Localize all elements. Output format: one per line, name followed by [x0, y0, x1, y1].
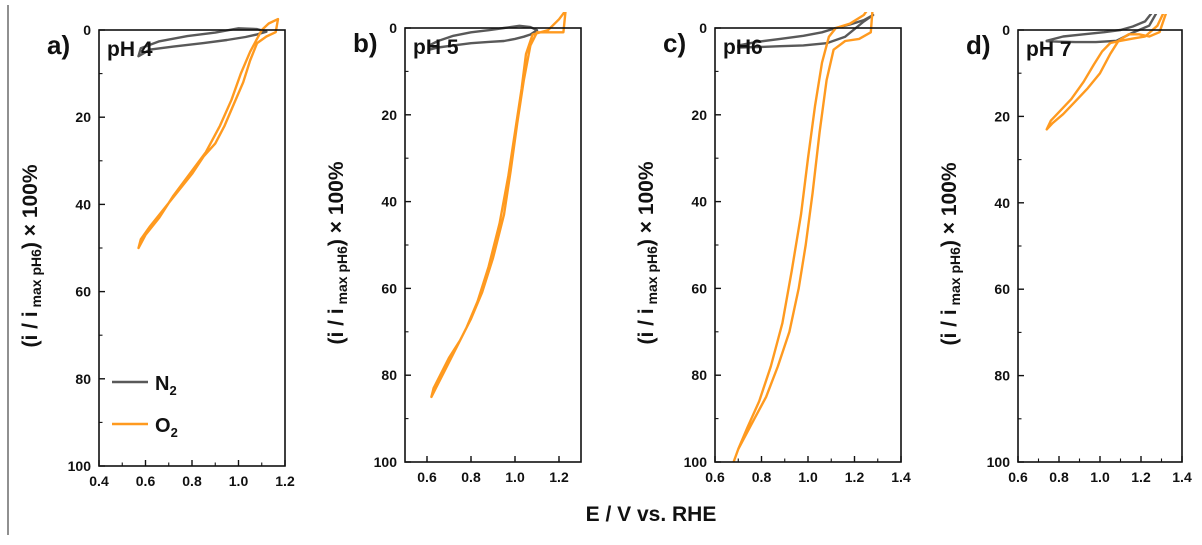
y-axis-title-subscript: max pH6: [28, 249, 44, 311]
series-o2-curve: [137, 17, 280, 250]
y-tick-label: 20: [75, 109, 91, 125]
x-tick-label: 1.2: [1131, 469, 1151, 485]
y-tick-label: 60: [381, 280, 397, 296]
panel-label: d): [966, 30, 991, 60]
y-axis-title-subscript: max pH6: [334, 246, 350, 308]
x-tick-label: 1.2: [275, 473, 295, 489]
y-tick-label: 80: [691, 367, 707, 383]
legend-label-base: N: [155, 373, 169, 395]
panel-label: b): [353, 28, 378, 58]
axes-frame: [714, 27, 902, 463]
y-tick-label: 20: [691, 107, 707, 123]
panel-title: pH 5: [413, 36, 459, 59]
x-tick-label: 0.8: [1049, 469, 1069, 485]
x-tick-label: 1.4: [891, 469, 911, 485]
y-tick-label: 60: [691, 280, 707, 296]
x-tick-label: 1.0: [798, 469, 818, 485]
x-tick-label: 0.6: [136, 473, 156, 489]
y-tick-label: 100: [684, 454, 708, 470]
y-tick-label: 40: [381, 194, 397, 210]
y-tick-label: 20: [994, 108, 1010, 124]
y-axis-title-main: (i / i: [635, 308, 658, 344]
y-tick-label: 100: [374, 454, 398, 470]
panel-label: a): [47, 30, 70, 60]
x-tick-label: 0.8: [461, 469, 481, 485]
x-tick-label: 0.6: [1008, 469, 1028, 485]
x-tick-label: 1.0: [229, 473, 249, 489]
y-axis-title-main: (i / i: [938, 309, 961, 345]
x-tick-label: 0.8: [752, 469, 772, 485]
y-tick-label: 0: [83, 22, 91, 38]
x-tick-label: 1.0: [505, 469, 525, 485]
legend-label-o2: O2: [155, 415, 178, 440]
series-n2-curve: [1045, 14, 1158, 44]
axes-frame: [98, 29, 286, 467]
y-axis-title-main: (i / i: [325, 308, 348, 344]
x-tick-label: 0.6: [417, 469, 437, 485]
panel-title: pH6: [723, 36, 763, 59]
panel-title: pH 7: [1026, 38, 1072, 61]
y-tick-label: 100: [987, 454, 1011, 470]
y-axis-title: (i / i max pH6) × 100%: [635, 161, 660, 344]
panel-title: pH 4: [107, 38, 153, 61]
x-tick-label: 0.4: [89, 473, 109, 489]
y-tick-label: 60: [994, 281, 1010, 297]
legend-label-subscript: 2: [169, 383, 176, 398]
y-axis-title: (i / i max pH6) × 100%: [325, 161, 350, 344]
y-axis-title-tail: ) × 100%: [938, 162, 961, 247]
y-tick-label: 0: [699, 20, 707, 36]
legend-label-subscript: 2: [171, 425, 178, 440]
series-n2-curve: [428, 24, 539, 51]
y-tick-label: 40: [691, 194, 707, 210]
series-o2-curve: [430, 12, 567, 399]
series-n2-curve: [137, 27, 268, 58]
x-tick-label: 0.6: [705, 469, 725, 485]
x-tick-label: 1.2: [845, 469, 865, 485]
y-axis-title-tail: ) × 100%: [19, 164, 42, 249]
y-tick-label: 80: [75, 371, 91, 387]
y-tick-label: 40: [994, 195, 1010, 211]
series-o2-curve: [1045, 14, 1168, 131]
y-tick-label: 60: [75, 284, 91, 300]
y-tick-label: 80: [994, 368, 1010, 384]
x-axis-title: E / V vs. RHE: [586, 503, 717, 526]
y-tick-label: 40: [75, 196, 91, 212]
y-axis-title-main: (i / i: [19, 311, 42, 347]
y-axis-title-subscript: max pH6: [644, 246, 660, 308]
x-tick-label: 1.4: [1172, 469, 1192, 485]
y-axis-title-tail: ) × 100%: [635, 161, 658, 246]
y-tick-label: 100: [68, 458, 92, 474]
y-axis-title: (i / i max pH6) × 100%: [19, 164, 44, 347]
y-axis-title-tail: ) × 100%: [325, 161, 348, 246]
x-tick-label: 0.8: [182, 473, 202, 489]
x-tick-label: 1.0: [1090, 469, 1110, 485]
series-o2-curve: [732, 12, 874, 462]
y-tick-label: 80: [381, 367, 397, 383]
legend-label-base: O: [155, 415, 171, 437]
y-tick-label: 0: [389, 20, 397, 36]
y-axis-title-subscript: max pH6: [947, 247, 963, 309]
x-tick-label: 1.2: [549, 469, 569, 485]
panel-2: 0 20 40 60 80 100 0.6 0.8 1.0 1.2 b) pH 5 (i / i max…: [325, 12, 582, 485]
panel-label: c): [663, 28, 686, 58]
y-axis-title: (i / i max pH6) × 100%: [938, 162, 963, 345]
y-tick-label: 20: [381, 107, 397, 123]
y-tick-label: 0: [1002, 22, 1010, 38]
axes-frame: [1017, 29, 1183, 463]
legend-label-n2: N2: [155, 373, 177, 398]
